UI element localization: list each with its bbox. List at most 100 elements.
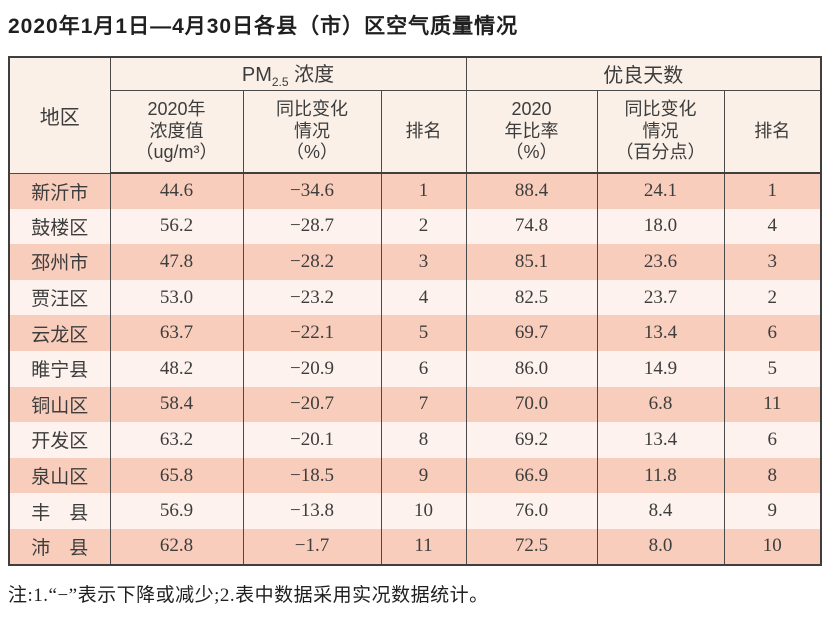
header-sub-row: 2020年 浓度值 （ug/m³） 同比变化 情况 （%） 排名 2020 年比…	[9, 89, 822, 174]
column-group-good-days: 优良天数	[465, 56, 822, 91]
column-header-gd-ratio: 2020 年比率 （%）	[465, 89, 598, 174]
pm-change-cell: −22.1	[242, 315, 382, 351]
gd-rank-cell: 2	[723, 279, 822, 316]
pm-change-cell: −20.7	[242, 386, 382, 423]
pm-rank-cell: 2	[380, 208, 467, 245]
table-row: 铜山区 58.4 −20.7 7 70.0 6.8 11	[8, 386, 822, 423]
gd-change-cell: 24.1	[596, 173, 725, 209]
region-cell: 丰 县	[8, 493, 111, 529]
pm-change-cell: −20.1	[242, 422, 382, 458]
pm-rank-cell: 5	[380, 315, 467, 351]
gd-change-cell: 8.0	[596, 528, 725, 565]
gd-rank-cell: 1	[723, 173, 822, 209]
pm-rank-cell: 3	[380, 244, 467, 280]
column-header-gd-rank: 排名	[723, 89, 822, 174]
gd-rank-cell: 8	[723, 457, 822, 494]
pm-value-cell: 56.9	[109, 493, 244, 529]
column-header-gd-change: 同比变化 情况 （百分点）	[596, 89, 725, 174]
header-group-row: 地区 PM2.5 浓度 优良天数	[8, 56, 822, 174]
pm-rank-cell: 6	[380, 350, 467, 387]
region-cell: 邳州市	[8, 244, 111, 280]
pm-change-cell: −13.8	[242, 493, 382, 529]
table-row: 开发区 63.2 −20.1 8 69.2 13.4 6	[8, 422, 822, 458]
gd-ratio-cell: 70.0	[465, 386, 598, 423]
pm-rank-cell: 1	[380, 173, 467, 209]
gd-change-cell: 18.0	[596, 208, 725, 245]
table-row: 丰 县 56.9 −13.8 10 76.0 8.4 9	[8, 493, 822, 529]
pm-value-cell: 65.8	[109, 457, 244, 494]
gd-ratio-cell: 74.8	[465, 208, 598, 245]
gd-rank-cell: 6	[723, 422, 822, 458]
gd-rank-cell: 10	[723, 528, 822, 565]
pm-rank-cell: 4	[380, 279, 467, 316]
table-row: 睢宁县 48.2 −20.9 6 86.0 14.9 5	[8, 350, 822, 387]
table-row: 泉山区 65.8 −18.5 9 66.9 11.8 8	[8, 457, 822, 494]
gd-rank-cell: 3	[723, 244, 822, 280]
region-cell: 新沂市	[8, 173, 111, 209]
gd-rank-cell: 9	[723, 493, 822, 529]
region-cell: 铜山区	[8, 386, 111, 423]
table-row: 云龙区 63.7 −22.1 5 69.7 13.4 6	[8, 315, 822, 351]
gd-change-cell: 6.8	[596, 386, 725, 423]
pm-rank-cell: 8	[380, 422, 467, 458]
gd-ratio-cell: 66.9	[465, 457, 598, 494]
pm-change-cell: −28.7	[242, 208, 382, 245]
gd-ratio-cell: 72.5	[465, 528, 598, 565]
region-cell: 贾汪区	[8, 279, 111, 316]
region-cell: 开发区	[8, 422, 111, 458]
air-quality-table: 地区 PM2.5 浓度 优良天数 2020年 浓度值 （ug/m³） 同比变化 …	[8, 56, 823, 566]
table-row: 邳州市 47.8 −28.2 3 85.1 23.6 3	[8, 244, 822, 280]
gd-ratio-cell: 88.4	[465, 173, 598, 209]
gd-rank-cell: 5	[723, 350, 822, 387]
column-header-pm-value: 2020年 浓度值 （ug/m³）	[109, 89, 244, 174]
region-cell: 泉山区	[8, 457, 111, 494]
gd-ratio-cell: 82.5	[465, 279, 598, 316]
pm-value-cell: 63.2	[109, 422, 244, 458]
column-header-pm-rank: 排名	[380, 89, 467, 174]
table-row: 新沂市 44.6 −34.6 1 88.4 24.1 1	[8, 173, 822, 209]
pm-rank-cell: 11	[380, 528, 467, 565]
column-header-region: 地区	[8, 56, 111, 174]
pm-change-cell: −34.6	[242, 173, 382, 209]
gd-rank-cell: 6	[723, 315, 822, 351]
pm-change-cell: −18.5	[242, 457, 382, 494]
gd-ratio-cell: 69.2	[465, 422, 598, 458]
pm-change-cell: −28.2	[242, 244, 382, 280]
pm-change-cell: −23.2	[242, 279, 382, 316]
pm-value-cell: 58.4	[109, 386, 244, 423]
column-header-pm-change: 同比变化 情况 （%）	[242, 89, 382, 174]
pm-rank-cell: 9	[380, 457, 467, 494]
pm-change-cell: −20.9	[242, 350, 382, 387]
pm-rank-cell: 10	[380, 493, 467, 529]
gd-rank-cell: 11	[723, 386, 822, 423]
table-body: 新沂市 44.6 −34.6 1 88.4 24.1 1 鼓楼区 56.2 −28.7 2 74.8 1…	[8, 173, 822, 565]
gd-ratio-cell: 69.7	[465, 315, 598, 351]
region-cell: 鼓楼区	[8, 208, 111, 245]
column-group-pm25: PM2.5 浓度	[109, 56, 467, 91]
page-title: 2020年1月1日—4月30日各县（市）区空气质量情况	[8, 15, 519, 38]
gd-change-cell: 8.4	[596, 493, 725, 529]
gd-ratio-cell: 76.0	[465, 493, 598, 529]
gd-rank-cell: 4	[723, 208, 822, 245]
table-header: 地区 PM2.5 浓度 优良天数 2020年 浓度值 （ug/m³） 同比变化 …	[8, 56, 822, 174]
pm-change-cell: −1.7	[242, 528, 382, 565]
pm-value-cell: 44.6	[109, 173, 244, 209]
pm-value-cell: 53.0	[109, 279, 244, 316]
gd-change-cell: 13.4	[596, 315, 725, 351]
pm-value-cell: 63.7	[109, 315, 244, 351]
gd-change-cell: 23.6	[596, 244, 725, 280]
pm-value-cell: 47.8	[109, 244, 244, 280]
gd-change-cell: 13.4	[596, 422, 725, 458]
gd-ratio-cell: 86.0	[465, 350, 598, 387]
gd-change-cell: 23.7	[596, 279, 725, 316]
footnote: 注:1.“−”表示下降或减少;2.表中数据采用实况数据统计。	[8, 584, 489, 606]
region-cell: 睢宁县	[8, 350, 111, 387]
table-row: 沛 县 62.8 −1.7 11 72.5 8.0 10	[8, 528, 822, 565]
pm-rank-cell: 7	[380, 386, 467, 423]
pm-value-cell: 56.2	[109, 208, 244, 245]
region-cell: 云龙区	[8, 315, 111, 351]
gd-ratio-cell: 85.1	[465, 244, 598, 280]
gd-change-cell: 11.8	[596, 457, 725, 494]
gd-change-cell: 14.9	[596, 350, 725, 387]
